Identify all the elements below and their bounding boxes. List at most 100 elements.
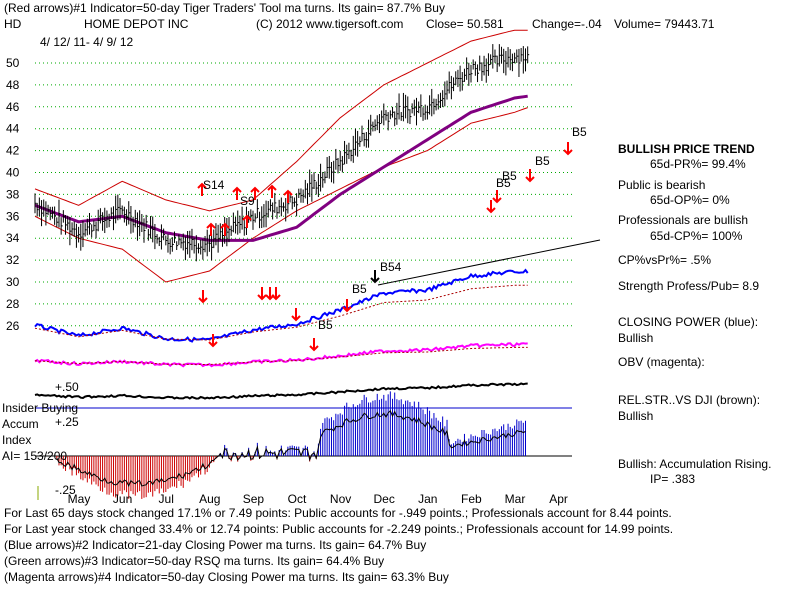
y-tick-42: 42 — [6, 144, 20, 158]
x-tick-apr: Apr — [549, 492, 568, 506]
y-tick-32: 32 — [6, 253, 20, 267]
sell-arrow — [220, 222, 230, 236]
y-tick-34: 34 — [6, 231, 20, 245]
pr-value: 65d-PR%= 99.4% — [650, 157, 746, 171]
x-tick-jul: Jul — [159, 492, 174, 506]
x-tick-feb: Feb — [461, 492, 482, 506]
buy-arrow — [309, 338, 319, 352]
signal-arrows — [197, 142, 573, 352]
ip-value: IP= .383 — [650, 472, 695, 486]
company-name: HOME DEPOT INC — [84, 17, 189, 31]
signal-s14: S14 — [203, 178, 225, 192]
pros-title: Professionals are bullish — [618, 213, 748, 227]
y-tick-38: 38 — [6, 187, 20, 201]
sell-arrow — [267, 184, 277, 198]
cp-vs-pr: CP%vsPr%= .5% — [618, 253, 711, 267]
right-panel: BULLISH PRICE TREND 65d-PR%= 99.4% Publi… — [618, 142, 771, 486]
x-tick-oct: Oct — [288, 492, 307, 506]
ticker-symbol: HD — [4, 17, 22, 31]
accum-status: Bullish: Accumulation Rising. — [618, 457, 771, 471]
label-minus25: -.25 — [55, 483, 76, 497]
buy-arrow — [257, 287, 267, 301]
accumulation-histogram — [56, 391, 526, 499]
x-tick-jan: Jan — [418, 492, 437, 506]
x-tick-labels: May Jun Jul Aug Sep Oct Nov Dec Jan Feb Mar Apr — [68, 492, 568, 506]
change-value: Change=-.04 — [532, 17, 602, 31]
relstr-status: Bullish — [618, 409, 653, 423]
y-tick-50: 50 — [6, 56, 20, 70]
op-value: 65d-OP%= 0% — [650, 193, 730, 207]
copyright: (C) 2012 www.tigersoft.com — [256, 17, 403, 31]
buy-arrow — [208, 334, 218, 348]
buy-arrow — [486, 200, 496, 214]
upper-band-line — [34, 29, 528, 212]
signal-b5-1: B5 — [572, 125, 587, 139]
footer-line-4: (Green arrows)#3 Indicator=50-day RSQ ma… — [4, 554, 384, 568]
buy-arrow — [291, 308, 301, 322]
label-insider-buying: Insider Buying — [2, 401, 78, 415]
relative-strength-line — [34, 382, 528, 400]
label-accum: Accum — [2, 417, 39, 431]
strength-value: Strength Profess/Pub= 8.9 — [618, 279, 759, 293]
label-index: Index — [2, 433, 31, 447]
buy-arrow — [525, 169, 535, 183]
signal-b5-6: B5 — [318, 318, 333, 332]
y-tick-48: 48 — [6, 78, 20, 92]
y-tick-36: 36 — [6, 209, 20, 223]
footer-line-3: (Blue arrows)#2 Indicator=21-day Closing… — [4, 538, 426, 552]
signal-b5-2: B5 — [535, 154, 550, 168]
y-tick-30: 30 — [6, 275, 20, 289]
sell-arrow — [242, 214, 252, 228]
closing-power-trendline — [377, 239, 601, 286]
volume-value: Volume= 79443.71 — [614, 17, 715, 31]
buy-arrow — [271, 287, 281, 301]
y-tick-26: 26 — [6, 319, 20, 333]
relstr-label: REL.STR..VS DJI (brown): — [618, 393, 760, 407]
label-plus25: +.25 — [55, 415, 79, 429]
y-tick-40: 40 — [6, 166, 20, 180]
header-indicator-1: (Red arrows)#1 Indicator=50-day Tiger Tr… — [4, 1, 445, 15]
accumulation-ma — [56, 409, 526, 488]
lower-band-line — [34, 107, 528, 283]
sell-arrow — [197, 182, 207, 196]
signal-b54: B54 — [380, 260, 402, 274]
x-tick-nov: Nov — [330, 492, 351, 506]
sell-arrow — [206, 222, 216, 236]
signal-b5-5: B5 — [352, 282, 367, 296]
x-tick-sep: Sep — [243, 492, 265, 506]
buy-arrow — [563, 142, 573, 156]
trend-title: BULLISH PRICE TREND — [618, 142, 755, 156]
buy-arrow — [198, 290, 208, 304]
x-tick-jun: Jun — [113, 492, 132, 506]
close-value: Close= 50.581 — [426, 17, 504, 31]
sell-arrow — [283, 189, 293, 203]
sell-arrow — [232, 186, 242, 200]
closing-power-status: Bullish — [618, 331, 653, 345]
date-range: 4/ 12/ 11- 4/ 9/ 12 — [40, 35, 134, 49]
y-tick-44: 44 — [6, 122, 20, 136]
footer-line-5: (Magenta arrows)#4 Indicator=50-day Clos… — [4, 570, 449, 584]
footer-line-2: For Last year stock changed 33.4% or 12.… — [4, 522, 673, 536]
y-tick-labels: 50 48 46 44 42 40 38 36 34 32 30 28 26 — [6, 56, 20, 333]
x-tick-aug: Aug — [199, 492, 220, 506]
x-tick-may: May — [68, 492, 91, 506]
obv-label: OBV (magenta): — [618, 355, 705, 369]
cp-value: 65d-CP%= 100% — [650, 229, 743, 243]
public-title: Public is bearish — [618, 178, 705, 192]
label-ai: AI= 153/200 — [2, 449, 67, 463]
footer-line-1: For Last 65 days stock changed 17.1% or … — [4, 506, 672, 520]
y-tick-46: 46 — [6, 100, 20, 114]
obv-line — [34, 342, 528, 368]
label-plus50: +.50 — [55, 380, 79, 394]
moving-average-line — [34, 94, 528, 242]
signal-b5-4: B5 — [496, 176, 511, 190]
signal-s9: S9 — [240, 194, 255, 208]
y-tick-28: 28 — [6, 297, 20, 311]
closing-power-line — [34, 268, 529, 343]
buy-arrow — [492, 190, 502, 204]
buy-arrow — [370, 270, 380, 284]
closing-power-ma — [34, 284, 528, 341]
price-bars — [34, 44, 530, 262]
signal-b5-3: B5 — [502, 169, 517, 183]
